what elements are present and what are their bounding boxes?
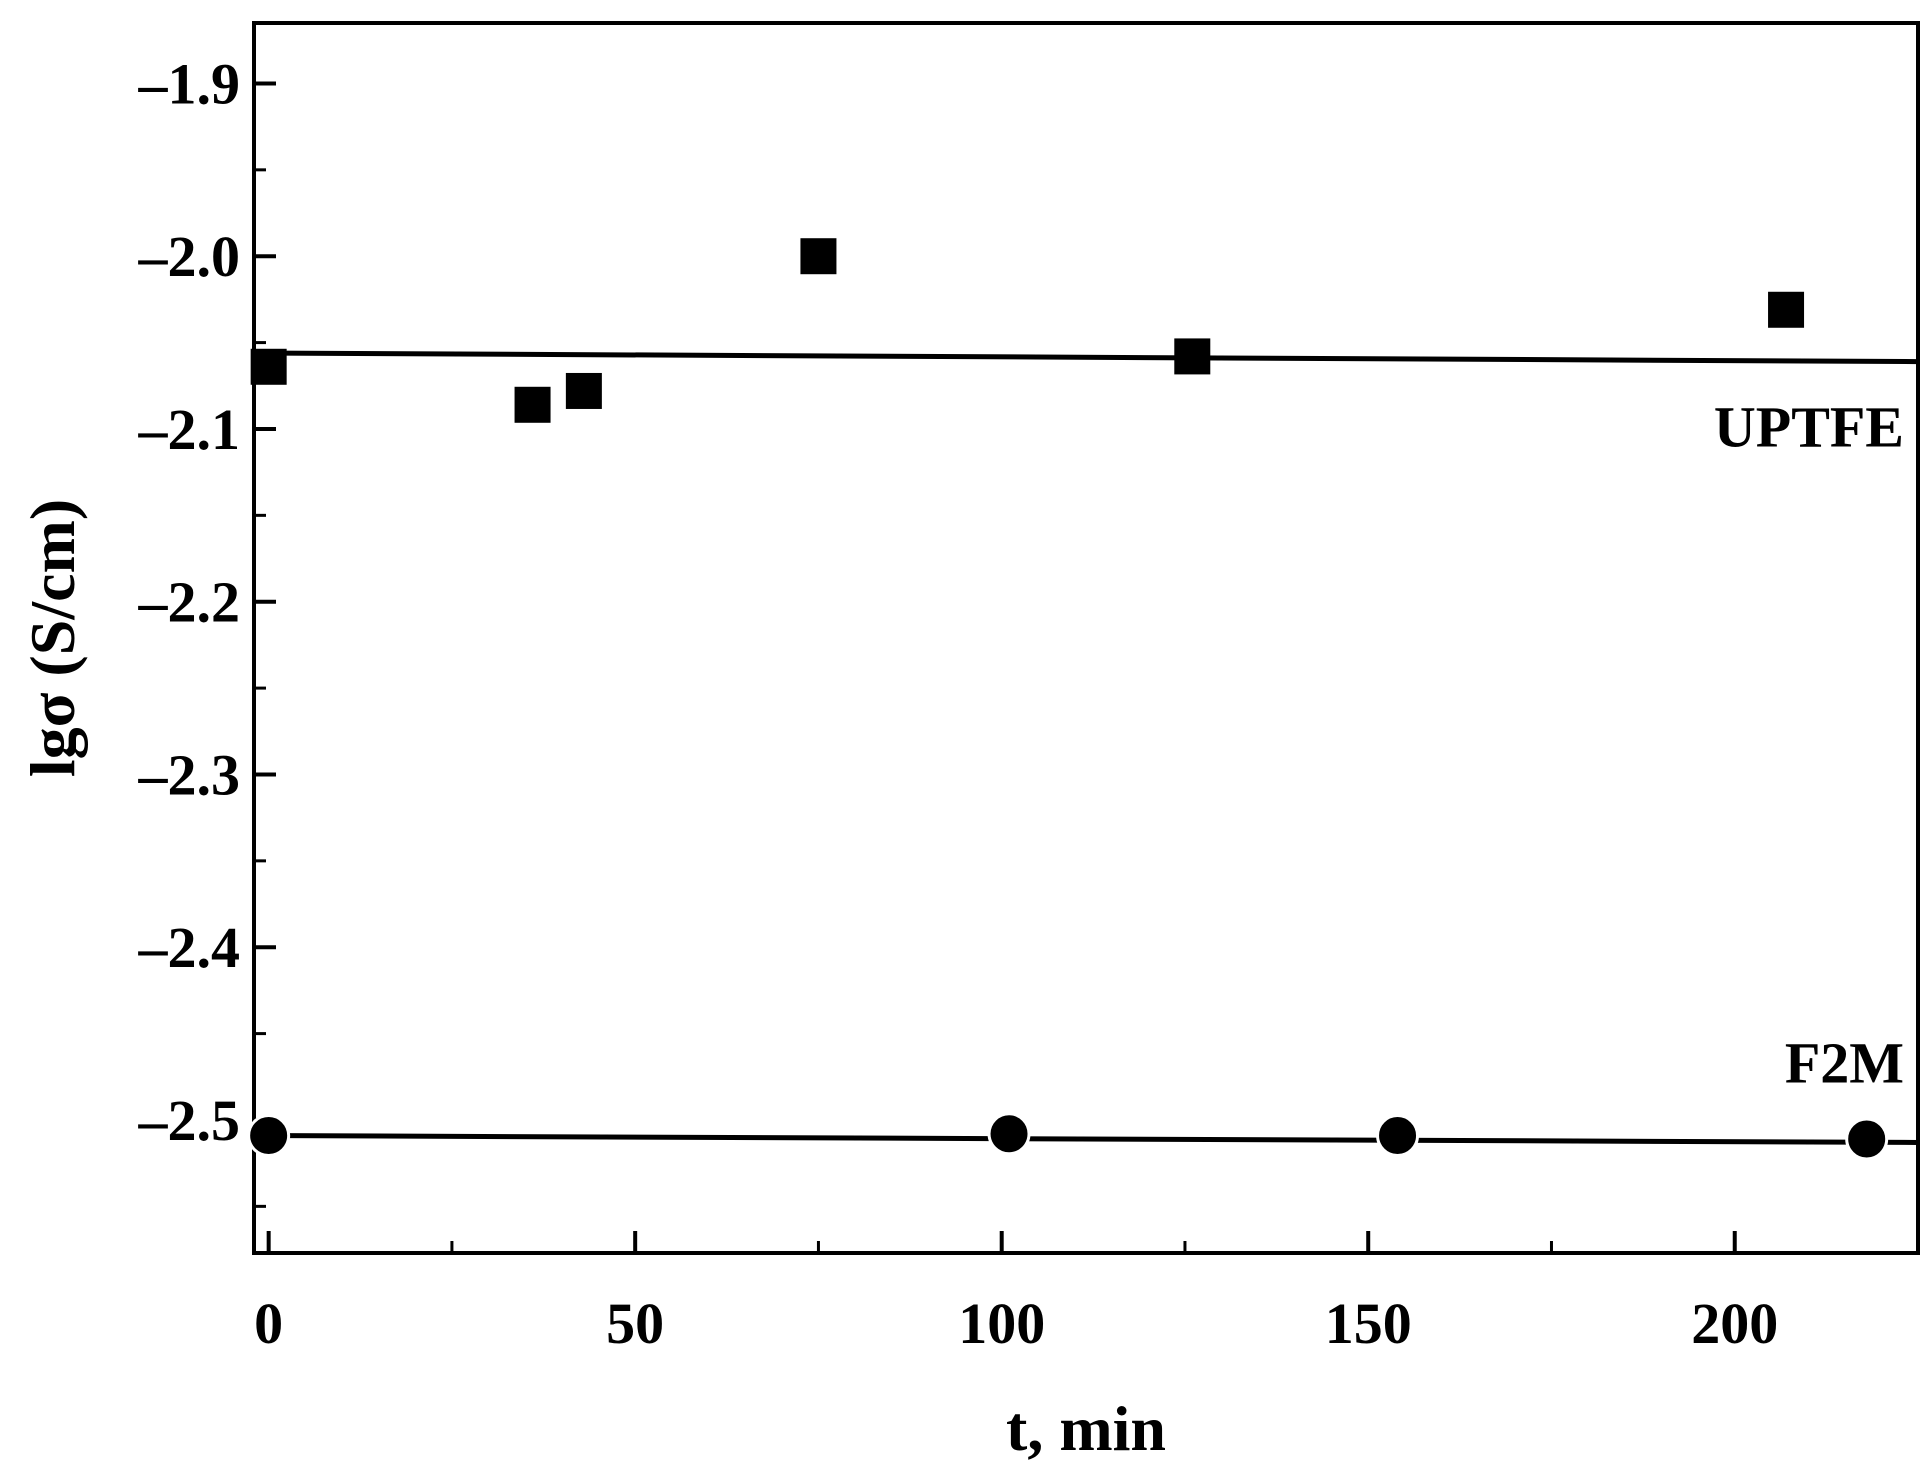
data-point-square xyxy=(800,238,837,275)
data-point-square xyxy=(565,372,602,409)
x-tick-label: 200 xyxy=(1691,1291,1778,1356)
data-point-square xyxy=(514,386,551,423)
data-markers xyxy=(247,238,1889,1161)
x-tick-label: 0 xyxy=(254,1291,283,1356)
y-axis: –1.9 –2.0 –2.1 –2.2 –2.3 –2.4 –2.5 xyxy=(138,51,276,1208)
y-tick-label: –2.1 xyxy=(138,397,241,462)
data-point-circle xyxy=(987,1112,1031,1156)
y-tick-label: –2.0 xyxy=(138,224,241,289)
fit-line-f2m xyxy=(253,1133,1919,1145)
data-point-circle xyxy=(1376,1114,1420,1158)
y-tick-label: –1.9 xyxy=(138,51,241,116)
fit-line-uptfe xyxy=(253,350,1919,365)
y-axis-title: lgσ (S/cm) xyxy=(17,499,88,777)
data-point-square xyxy=(1174,338,1211,375)
x-axis: 0 50 100 150 200 xyxy=(254,1231,1920,1356)
plot-frame xyxy=(252,21,1920,1255)
y-tick-label: –2.4 xyxy=(138,915,241,980)
data-point-circle xyxy=(247,1114,291,1158)
x-tick-label: 100 xyxy=(958,1291,1045,1356)
series-labels: UPTFE F2M xyxy=(1714,395,1904,1096)
series-label-uptfe: UPTFE xyxy=(1714,395,1904,460)
x-axis-title: t, min xyxy=(1006,1393,1166,1464)
data-point-square xyxy=(1768,291,1805,328)
x-tick-label: 150 xyxy=(1325,1291,1412,1356)
y-tick-label: –2.2 xyxy=(138,570,241,635)
data-point-square xyxy=(250,348,287,385)
y-tick-label: –2.3 xyxy=(138,742,241,807)
fit-lines xyxy=(253,350,1919,1145)
series-label-f2m: F2M xyxy=(1785,1030,1904,1095)
data-point-circle xyxy=(1845,1117,1889,1161)
x-tick-label: 50 xyxy=(606,1291,664,1356)
y-tick-label: –2.5 xyxy=(138,1088,241,1153)
